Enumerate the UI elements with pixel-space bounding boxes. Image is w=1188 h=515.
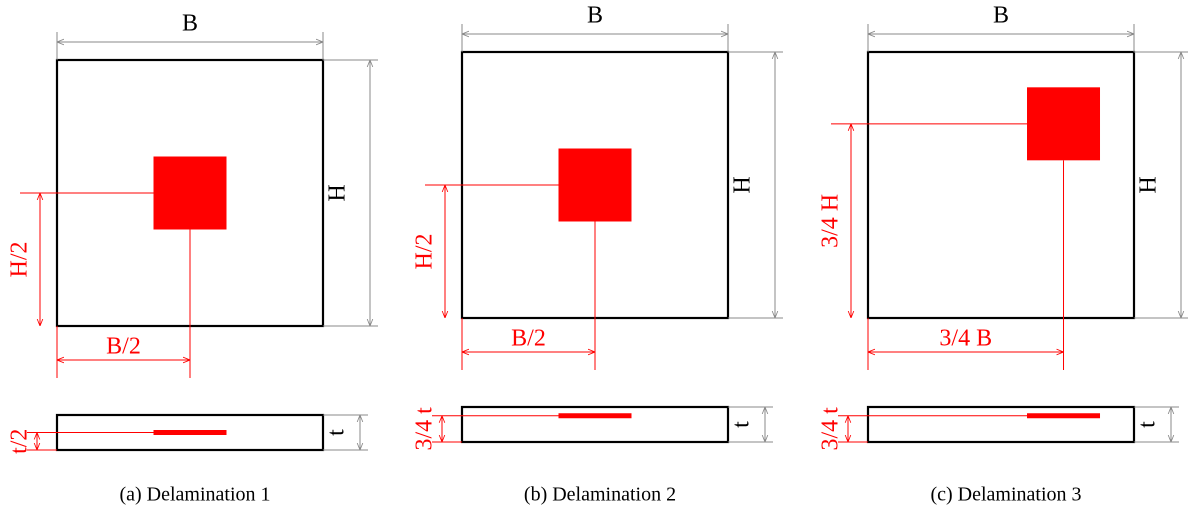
delamination-section	[558, 413, 632, 419]
caption: (b) Delamination 2	[524, 484, 676, 506]
x-position-label: B/2	[511, 326, 546, 352]
plate-section	[866, 405, 1136, 444]
y-position-label: H/2	[412, 234, 438, 270]
thickness-label: t	[729, 421, 755, 428]
delamination	[1027, 87, 1101, 161]
caption: (a) Delamination 1	[119, 484, 270, 506]
x-position-label: 3/4 B	[939, 326, 992, 352]
x-position-label: B/2	[106, 334, 141, 360]
delamination-section	[1027, 413, 1101, 419]
thickness-label: t	[1135, 421, 1161, 428]
delamination	[153, 156, 227, 230]
y-position-label: 3/4 H	[818, 194, 844, 248]
height-label: H	[325, 184, 351, 201]
thickness-label: t	[324, 429, 350, 436]
depth-label: t/2	[7, 429, 33, 454]
delamination	[558, 148, 632, 222]
delamination-section	[153, 430, 227, 435]
depth-label: 3/4 t	[412, 407, 438, 451]
width-label: B	[182, 11, 198, 37]
plate-section	[460, 405, 730, 444]
width-label: B	[993, 3, 1009, 29]
height-label: H	[730, 176, 756, 193]
plate	[866, 50, 1136, 320]
width-label: B	[587, 3, 603, 29]
y-position-label: H/2	[7, 242, 33, 278]
depth-label: 3/4 t	[818, 407, 844, 451]
caption: (c) Delamination 3	[930, 484, 1081, 506]
height-label: H	[1136, 176, 1162, 193]
